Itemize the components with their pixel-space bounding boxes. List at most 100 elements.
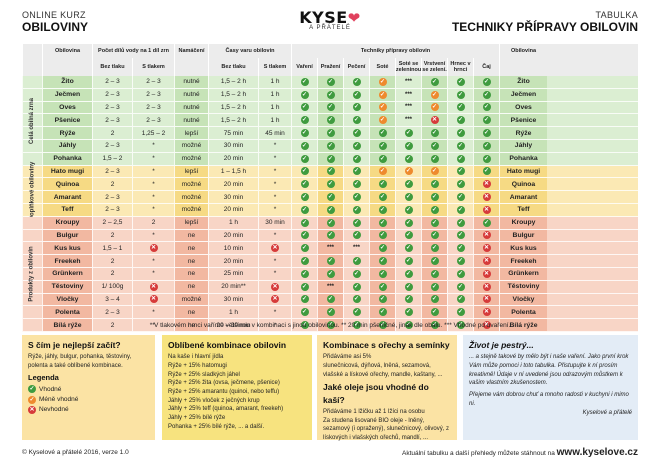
technique-cell: ✓ (421, 76, 447, 88)
row-spacer (22, 319, 42, 331)
table-row: Vločky 3 – 4 ✕ možné 30 min ✕ ✓ ✓ ✓ ✓ ✓ ✓ ✓ ✕ Vločky (22, 293, 638, 307)
cross-icon: ✕ (482, 321, 491, 330)
cross-icon: ✕ (482, 180, 491, 189)
table-row: Freekeh 2 * ne 20 min * ✓ ✓ ✓ ✓ ✓ ✓ ✓ ✕ Freekeh (22, 255, 638, 268)
water-press: 2 – 3 (132, 76, 174, 88)
technique-cell: ✕ (473, 280, 499, 293)
check-icon: ✓ (430, 269, 439, 278)
check-icon: ✓ (378, 116, 387, 125)
time-nopress: 1 h (208, 306, 258, 319)
technique-cell: ✓ (291, 319, 317, 331)
combinations-list: Rýže + 15% hatomugi Rýže + 25% sladkých j… (168, 362, 306, 432)
header-tech: Soté se zeleninou (395, 58, 421, 76)
water-nopress: 2 – 3 (92, 203, 132, 216)
technique-cell: ✓ (317, 319, 343, 331)
time-nopress: 30 min (208, 293, 258, 306)
water-press: 1,25 – 2 (132, 127, 174, 139)
check-icon: ✓ (300, 282, 309, 291)
time-nopress: 1,5 – 2 h (208, 76, 258, 88)
technique-cell: ✓ (447, 191, 473, 203)
combination-item: Jáhly + 25% teff (quinoa, amarant, freek… (168, 406, 284, 413)
water-press: 2 – 3 (132, 88, 174, 101)
check-icon: ✓ (430, 141, 439, 150)
check-icon: ✓ (352, 129, 361, 138)
grain-name-right: Polenta (499, 306, 547, 319)
website-link[interactable]: www.kyselove.cz (556, 447, 638, 458)
grain-name: Ječmen (42, 88, 92, 101)
check-icon: ✓ (326, 103, 335, 112)
header-tech: Vaření (291, 58, 317, 76)
time-nopress: 1,5 – 2 h (208, 114, 258, 127)
technique-cell: ✓ (395, 242, 421, 255)
grain-group: Doplňkové obiloviny Hato mugi 2 – 3 * lepší 1… (22, 162, 638, 221)
table-label: TABULKA (595, 10, 638, 20)
technique-cell: ✓ (447, 229, 473, 242)
cross-icon: ✕ (482, 269, 491, 278)
technique-cell: ✕ (473, 319, 499, 331)
technique-cell: ✓ (369, 306, 395, 319)
check-icon: ✓ (378, 218, 387, 227)
water-nopress: 2 (92, 319, 132, 331)
technique-cell: ✓ (369, 216, 395, 229)
time-nopress: 75 min (208, 127, 258, 139)
check-icon: ✓ (482, 154, 491, 163)
water-press: * (132, 306, 174, 319)
check-icon: ✓ (456, 129, 465, 138)
check-icon: ✓ (404, 321, 413, 330)
technique-cell: ✓ (291, 267, 317, 280)
technique-cell: ✓ (421, 293, 447, 306)
technique-cell: *** (343, 242, 369, 255)
technique-cell: ✓ (369, 191, 395, 203)
check-icon: ✓ (482, 103, 491, 112)
technique-cell: ✓ (447, 267, 473, 280)
cross-icon: ✕ (482, 295, 491, 304)
table-row: Bílá rýže 2 * ne 20 – 30 min * ✓ ✓ ✓ ✓ ✓ ✓ ✓ ✕ Bílá rý… (22, 319, 638, 332)
header-tech: Pražení (317, 58, 343, 76)
technique-cell: ✓ (421, 306, 447, 319)
download-text: Aktuální tabulku a další přehledy můžete… (401, 450, 555, 457)
check-icon: ✓ (456, 77, 465, 86)
check-icon: ✓ (300, 180, 309, 189)
technique-cell: ✕ (473, 255, 499, 267)
legend-item-mid: ✓ Méně vhodné (28, 395, 149, 404)
water-nopress: 2 (92, 267, 132, 280)
grain-name: Rýže (42, 127, 92, 139)
group-label-text: Celá obilná zrna (29, 97, 36, 144)
technique-cell: ✓ (317, 114, 343, 127)
technique-cell: *** (395, 114, 421, 127)
technique-cell: ✓ (395, 319, 421, 331)
technique-cell: ✓ (291, 242, 317, 255)
grain-name: Pohanka (42, 152, 92, 165)
header-spacer (174, 58, 208, 76)
check-icon: ✓ (326, 218, 335, 227)
row-spacer (22, 152, 42, 165)
row-spacer (22, 267, 42, 280)
row-spacer (22, 101, 42, 114)
check-icon: ✓ (482, 218, 491, 227)
grain-name: Kroupy (42, 216, 92, 229)
logo-text: KYSE (299, 8, 348, 27)
check-icon: ✓ (300, 308, 309, 317)
technique-cell: ✓ (447, 242, 473, 255)
soak-value: ne (174, 229, 208, 242)
time-press: 1 h (258, 101, 291, 114)
technique-cell: ✕ (473, 267, 499, 280)
technique-cell: ✓ (421, 255, 447, 267)
grain-group: Produkty z obilovin Kroupy 2 – 2,5 2 lepší 1 … (22, 216, 638, 332)
check-icon: ✓ (326, 141, 335, 150)
check-icon: ✓ (326, 295, 335, 304)
check-icon: ✓ (456, 193, 465, 202)
technique-cell: ✓ (369, 255, 395, 267)
technique-cell: ✓ (291, 178, 317, 191)
technique-cell: ✓ (317, 306, 343, 319)
group-label: Celá obilná zrna (22, 76, 42, 166)
grain-name-right: Jáhly (499, 139, 547, 152)
technique-cell: ✓ (291, 203, 317, 216)
soak-value: ne (174, 242, 208, 255)
technique-cell: ✓ (343, 306, 369, 319)
grain-name-right: Kus kus (499, 242, 547, 255)
header-tech: Vrstvení se zelení. (421, 58, 447, 76)
